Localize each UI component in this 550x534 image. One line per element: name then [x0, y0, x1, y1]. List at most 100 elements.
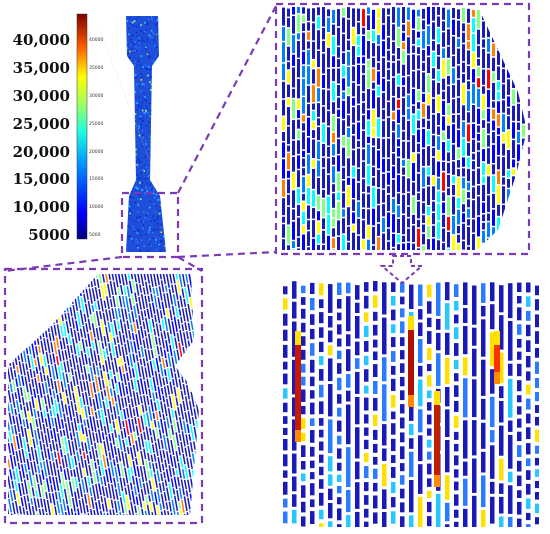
strain-segment — [422, 188, 425, 202]
strain-segment — [60, 503, 65, 515]
strain-segment — [262, 325, 265, 341]
specimen-strain-dot — [141, 167, 143, 169]
strain-segment — [397, 28, 400, 47]
strain-segment — [297, 7, 300, 14]
strain-segment — [382, 448, 387, 461]
strain-segment — [535, 392, 539, 402]
strain-segment — [105, 309, 109, 321]
strain-segment — [287, 145, 290, 152]
strain-segment — [346, 489, 351, 513]
strain-segment — [462, 62, 465, 73]
specimen-strain-dot — [157, 216, 160, 218]
specimen-strain-dot — [156, 153, 159, 155]
strain-segment — [220, 339, 223, 354]
leader-line-left — [4, 255, 123, 273]
specimen-strain-dot — [158, 121, 160, 123]
strain-segment — [492, 175, 495, 193]
strain-segment — [15, 416, 20, 433]
specimen-strain-dot — [124, 91, 126, 93]
strain-segment — [346, 349, 351, 372]
strain-segment — [97, 354, 101, 362]
strain-segment — [87, 493, 92, 509]
strain-segment — [367, 120, 370, 136]
strain-segment — [402, 159, 405, 166]
strain-segment — [152, 501, 158, 515]
specimen-strain-dot — [146, 53, 149, 55]
strain-segment — [93, 312, 98, 327]
specimen-strain-dot — [157, 17, 160, 19]
strain-segment — [301, 445, 306, 457]
strain-segment — [26, 473, 29, 481]
strain-segment — [287, 8, 290, 17]
strain-segment — [250, 470, 252, 480]
specimen-strain-dot — [144, 169, 147, 171]
specimen-strain-dot — [137, 86, 139, 89]
strain-segment — [111, 274, 115, 281]
strain-segment — [8, 503, 10, 515]
strain-segment — [145, 337, 149, 349]
strain-segment — [75, 411, 80, 424]
strain-segment — [105, 487, 109, 498]
strain-segment — [176, 476, 181, 487]
strain-segment — [83, 293, 87, 303]
strain-segment — [387, 117, 390, 137]
strain-segment — [176, 388, 182, 403]
strain-segment — [124, 504, 128, 514]
strain-segment — [526, 458, 531, 467]
strain-segment — [236, 497, 238, 509]
specimen-strain-dot — [142, 119, 144, 122]
strain-segment — [432, 80, 435, 98]
strain-segment — [15, 515, 17, 527]
strain-segment — [47, 324, 50, 333]
strain-segment — [454, 373, 459, 382]
strain-segment — [262, 467, 263, 474]
strain-segment — [307, 137, 310, 153]
strain-segment — [427, 501, 432, 513]
strain-segment — [93, 350, 98, 366]
strain-segment — [79, 431, 83, 441]
strain-segment — [436, 318, 441, 330]
strain-segment — [463, 326, 468, 355]
specimen-strain-dot — [156, 55, 158, 57]
strain-segment — [103, 389, 107, 397]
strain-segment — [462, 138, 465, 156]
strain-segment — [54, 380, 58, 394]
strain-segment — [66, 529, 68, 534]
specimen-strain-dot — [168, 205, 170, 207]
strain-segment — [107, 321, 111, 333]
strain-segment — [332, 56, 335, 67]
strain-segment — [247, 400, 249, 409]
strain-segment — [237, 397, 239, 409]
strain-segment — [292, 190, 295, 208]
specimen-strain-dot — [141, 83, 144, 85]
specimen-strain-dot — [130, 92, 132, 95]
strain-segment — [152, 376, 157, 392]
strain-segment — [128, 313, 132, 324]
specimen-strain-dot — [140, 67, 143, 69]
strain-hotspot-halo — [494, 372, 500, 384]
strain-segment — [40, 498, 44, 508]
specimen-strain-dot — [128, 218, 130, 220]
strain-segment — [283, 470, 288, 478]
strain-segment — [198, 398, 199, 406]
specimen-strain-dot — [149, 240, 151, 242]
strain-segment — [322, 53, 325, 74]
strain-segment — [517, 186, 520, 196]
strain-segment — [502, 177, 505, 185]
strain-segment — [312, 8, 315, 22]
strain-segment — [391, 351, 396, 362]
scale-label-35000: 35,000 — [13, 59, 70, 77]
strain-segment — [391, 378, 396, 391]
strain-segment — [387, 16, 390, 36]
strain-segment — [372, 43, 375, 57]
strain-segment — [99, 510, 103, 515]
specimen-strain-dot — [128, 102, 131, 104]
strain-segment — [302, 168, 305, 176]
strain-segment — [422, 245, 425, 250]
strain-segment — [216, 349, 217, 355]
strain-segment — [472, 327, 477, 346]
strain-segment — [71, 354, 76, 371]
strain-segment — [355, 371, 360, 394]
strain-segment — [322, 218, 325, 230]
strain-segment — [108, 310, 113, 323]
